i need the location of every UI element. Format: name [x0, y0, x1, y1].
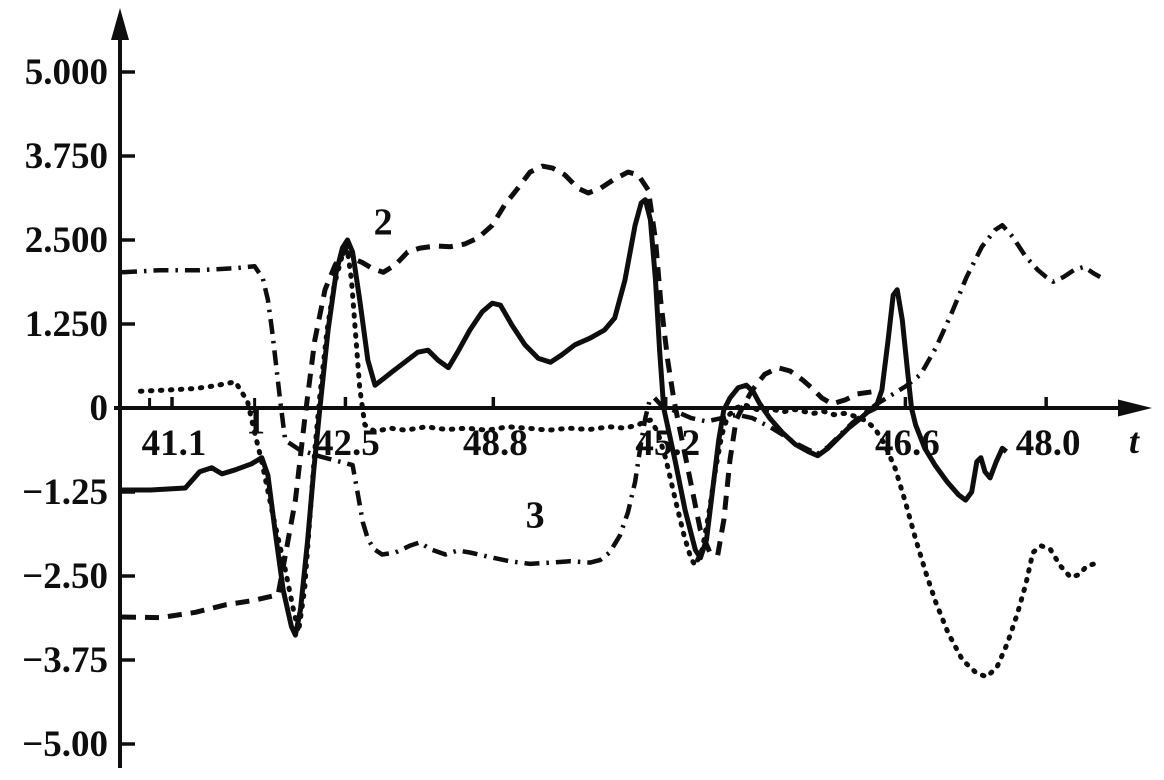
- y-tick-label: −2.50: [22, 556, 108, 597]
- curve-label-1: 1: [246, 401, 265, 443]
- y-tick-label: 1.250: [25, 304, 108, 345]
- labels-layer: 5.000 3.750 2.500 1.250 0 −1.25 −2.50 −3.75 −5.0…: [22, 52, 1140, 765]
- x-tick-label: 41.1: [142, 423, 207, 464]
- x-axis-title: t: [1129, 421, 1140, 461]
- y-axis-arrowhead-icon: [111, 8, 129, 40]
- x-tick-label: 48.0: [1016, 423, 1081, 464]
- y-tick-label: −5.00: [22, 724, 108, 765]
- y-tick-label: 0: [90, 388, 109, 429]
- axes-layer: [111, 8, 1152, 768]
- y-tick-label: −3.75: [22, 640, 108, 681]
- y-tick-label: −1.25: [22, 472, 108, 513]
- curve-label-2: 2: [374, 202, 393, 244]
- series-layer: [120, 163, 1102, 680]
- x-tick-label: 45.2: [635, 423, 700, 464]
- x-tick-label: 42.5: [315, 423, 380, 464]
- series-curve-dotted-unlabeled: [137, 240, 1097, 680]
- y-tick-label: 3.750: [25, 136, 108, 177]
- x-axis-arrowhead-icon: [1118, 399, 1152, 417]
- y-tick-label: 5.000: [25, 52, 108, 93]
- series-curve-2: [121, 163, 873, 621]
- x-tick-label: 48.8: [463, 423, 528, 464]
- series-curve-3: [121, 222, 1102, 567]
- y-tick-label: 2.500: [25, 220, 108, 261]
- x-tick-label: 46.6: [875, 423, 940, 464]
- curve-label-3: 3: [526, 495, 545, 537]
